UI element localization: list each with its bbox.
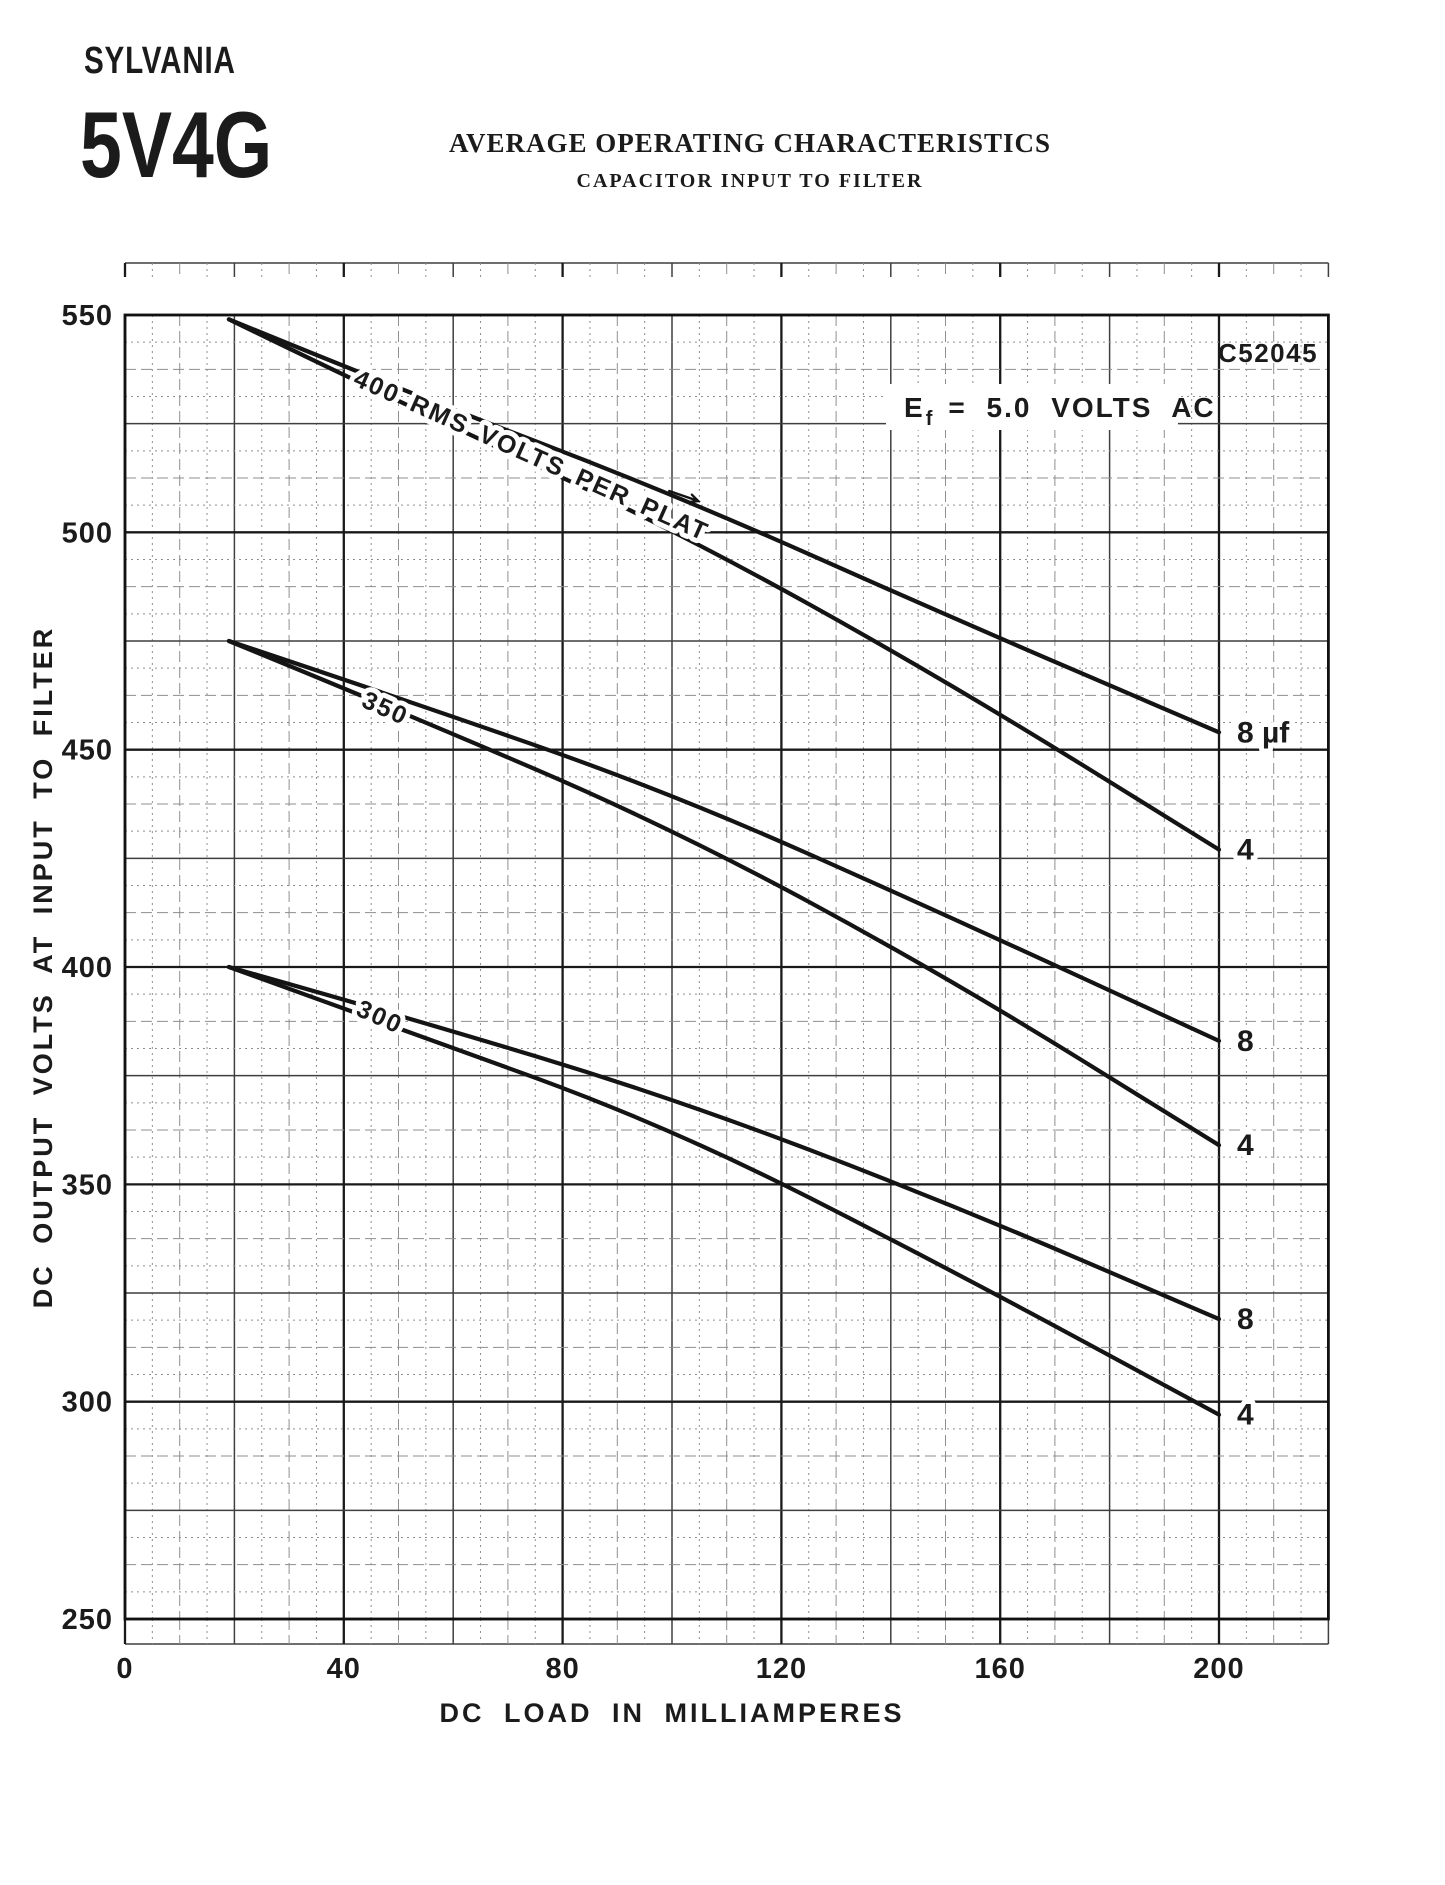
series-end-label-5: 4 (1237, 1399, 1254, 1432)
labels: 8 µf 4 8 4 8 4 400 RMS VOLTS PER PLAT 350 300 550… (28, 300, 1318, 1728)
leader-arrow-icon (668, 489, 701, 504)
brand-logo: SYLVANIA (84, 40, 236, 82)
series-end-label-3: 4 (1237, 1129, 1254, 1162)
series-end-label-2: 8 (1237, 1025, 1254, 1058)
page-subtitle: CAPACITOR INPUT TO FILTER (576, 170, 924, 192)
series-end-label-4: 8 (1237, 1303, 1254, 1336)
y-tick-label-450: 450 (62, 735, 113, 767)
curve-5 (226, 964, 1222, 1417)
x-axis-title: DC LOAD IN MILLIAMPERES (440, 1698, 905, 1728)
page-title: AVERAGE OPERATING CHARACTERISTICS (448, 128, 1052, 158)
x-tick-label-0: 0 (116, 1653, 133, 1685)
y-tick-label-250: 250 (62, 1604, 113, 1636)
x-tick-label-160: 160 (975, 1653, 1026, 1685)
filament-condition: Ef = 5.0 VOLTS AC (904, 392, 1216, 430)
y-tick-label-500: 500 (62, 517, 113, 549)
curve-3 (226, 638, 1222, 1148)
y-axis-title: DC OUTPUT VOLTS AT INPUT TO FILTER (28, 626, 58, 1308)
tube-type: 5V4G (80, 92, 273, 197)
drawing-code: C52045 (1218, 338, 1318, 368)
y-tick-label-400: 400 (62, 952, 113, 984)
y-tick-label-350: 350 (62, 1169, 113, 1201)
y-tick-label-300: 300 (62, 1387, 113, 1419)
family-label-1: 350 (358, 686, 413, 731)
x-tick-label-120: 120 (756, 1653, 807, 1685)
x-tick-label-80: 80 (545, 1653, 579, 1685)
curve-0 (226, 317, 1222, 735)
x-tick-label-40: 40 (327, 1653, 361, 1685)
y-tick-label-550: 550 (62, 300, 113, 332)
curve-2 (226, 638, 1222, 1043)
series-end-label-0: 8 µf (1237, 716, 1290, 749)
curve-1 (226, 317, 1222, 852)
series-end-label-1: 4 (1237, 834, 1254, 867)
plot-border (123, 313, 1330, 1621)
family-label-2: 300 (352, 995, 407, 1040)
curve-4 (226, 964, 1222, 1322)
graph-paper-grid (123, 262, 1330, 1645)
x-tick-label-200: 200 (1193, 1653, 1244, 1685)
curves (226, 317, 1222, 1417)
condition-box (886, 384, 1178, 430)
family-label-0: 400 RMS VOLTS PER PLAT (350, 364, 713, 546)
